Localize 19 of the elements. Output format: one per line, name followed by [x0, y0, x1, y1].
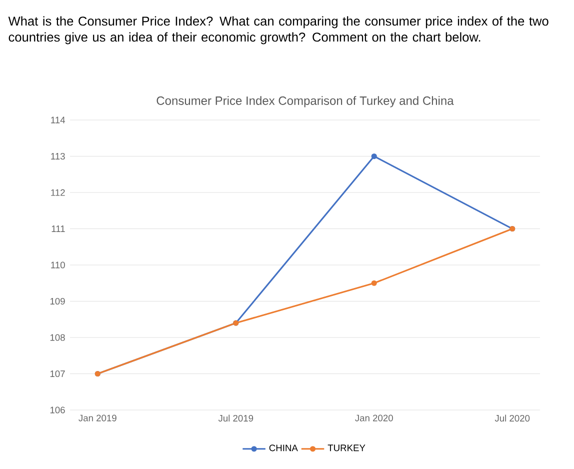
y-tick-label: 106 [50, 406, 65, 414]
point [371, 280, 377, 286]
y-tick-label: 108 [50, 334, 65, 341]
y-tick-label: 114 [51, 116, 66, 124]
chart-title: Consumer Price Index Comparison of Turkey and China [156, 96, 454, 108]
y-tick-label: 110 [51, 262, 65, 268]
point [371, 153, 377, 160]
text: What is the Consumer Price Index? What can comparing the consumer price index of the two countries give us an idea of their economic growth? Comment on the chart below. [8, 16, 548, 44]
x-tick-label: Jan 2019 [78, 414, 116, 422]
y-tick-label: 113 [51, 152, 65, 160]
x-tick-label: Jul 2020 [494, 414, 530, 422]
y-tick-label: 107 [50, 370, 65, 378]
y-tick-label: 112 [51, 189, 65, 196]
legend-label: CHINA [269, 444, 298, 452]
legend-label: TURKEY [328, 444, 366, 452]
y-tick-label: 111 [52, 226, 65, 232]
y-tick-label: 109 [50, 298, 65, 305]
x-tick-label: Jan 2020 [355, 414, 393, 422]
x-tick-label: Jul 2019 [218, 414, 254, 422]
